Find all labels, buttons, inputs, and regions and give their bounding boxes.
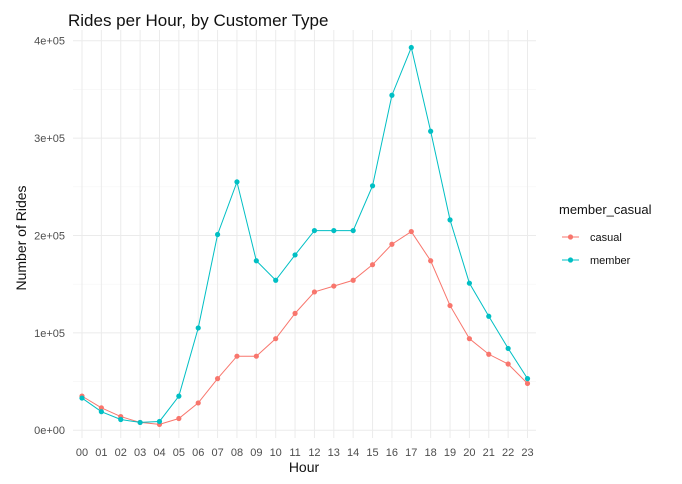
data-point-member [505, 345, 511, 352]
x-tick-label: 04 [153, 447, 165, 459]
x-tick-label: 18 [425, 447, 437, 459]
data-point-member [79, 395, 85, 401]
data-point-casual [176, 415, 182, 422]
data-point-casual [369, 262, 376, 268]
plot-series [79, 44, 531, 427]
series-line-member [81, 45, 528, 423]
data-point-member [447, 217, 453, 223]
x-tick-label: 15 [366, 447, 378, 459]
data-point-casual [350, 277, 356, 283]
x-tick-label: 00 [76, 447, 88, 459]
data-point-casual [486, 351, 492, 357]
data-point-member [234, 179, 240, 185]
x-tick-label: 20 [463, 447, 475, 459]
data-point-member [156, 418, 163, 425]
x-tick-label: 01 [95, 447, 107, 459]
data-point-member [466, 280, 472, 286]
legend-key-point-casual [567, 234, 574, 240]
data-point-casual [466, 336, 472, 342]
y-tick-label: 4e+05 [34, 36, 65, 48]
data-point-member [137, 419, 143, 426]
data-point-casual [524, 380, 531, 387]
x-tick-label: 02 [115, 447, 127, 459]
legend-label-casual: casual [590, 232, 622, 244]
x-tick-label: 09 [250, 447, 262, 459]
data-point-casual [389, 241, 395, 247]
data-point-member [98, 409, 104, 415]
x-tick-label: 11 [289, 447, 300, 459]
data-point-casual [331, 283, 337, 289]
x-tick-label: 10 [270, 447, 282, 459]
data-point-casual [447, 302, 453, 309]
data-point-casual [292, 310, 298, 316]
y-axis-title: Number of Rides [13, 185, 29, 290]
x-tick-label: 13 [328, 447, 340, 459]
data-point-casual [98, 405, 104, 411]
data-point-member [311, 227, 318, 234]
data-point-casual [505, 361, 511, 367]
data-point-member [486, 313, 492, 319]
data-point-member [408, 44, 414, 51]
data-point-member [273, 277, 279, 283]
y-tick-label: 0e+00 [34, 425, 65, 437]
data-point-casual [428, 258, 434, 264]
data-point-member [253, 258, 259, 264]
x-tick-label: 08 [231, 447, 243, 459]
data-point-member [524, 376, 531, 382]
data-point-member [428, 128, 434, 134]
x-tick-label: 19 [444, 447, 456, 459]
data-point-casual [408, 228, 414, 235]
data-point-member [389, 92, 395, 98]
data-point-casual [253, 353, 259, 359]
data-point-member [331, 227, 337, 234]
data-point-member [369, 183, 376, 189]
y-tick-label: 3e+05 [34, 133, 65, 145]
x-tick-label: 03 [134, 447, 146, 459]
y-tick-label: 2e+05 [34, 230, 65, 242]
x-tick-label: 06 [192, 447, 204, 459]
x-tick-label: 16 [386, 447, 398, 459]
data-point-member [118, 416, 124, 423]
data-point-member [350, 227, 356, 234]
x-tick-label: 14 [347, 447, 359, 459]
data-point-casual [214, 376, 221, 382]
x-tick-label: 12 [308, 447, 320, 459]
legend-label-member: member [590, 255, 631, 267]
data-point-member [214, 231, 221, 238]
legend-title: member_casual [559, 202, 652, 217]
x-tick-label: 21 [483, 447, 495, 459]
x-tick-label: 23 [521, 447, 533, 459]
data-point-member [176, 393, 182, 399]
plot-grid [73, 30, 536, 438]
x-tick-label: 22 [502, 447, 514, 459]
legend: member_casual casual member [559, 202, 652, 267]
x-axis-title: Hour [289, 459, 320, 475]
chart-title: Rides per Hour, by Customer Type [68, 11, 328, 30]
axis-ticks: 00 01 02 03 04 05 06 07 08 09 10 11 12 13 14 15 16 17 18 19… [34, 36, 534, 459]
x-tick-label: 17 [405, 447, 417, 459]
x-tick-label: 05 [173, 447, 185, 459]
legend-key-point-member [567, 257, 574, 263]
data-point-casual [311, 289, 318, 295]
data-point-member [292, 252, 298, 258]
data-point-casual [195, 400, 201, 406]
data-point-member [195, 325, 201, 331]
data-point-casual [273, 336, 279, 342]
series-line-casual [81, 230, 528, 425]
y-tick-label: 1e+05 [34, 328, 65, 340]
x-tick-label: 07 [211, 447, 223, 459]
data-point-casual [234, 353, 240, 359]
